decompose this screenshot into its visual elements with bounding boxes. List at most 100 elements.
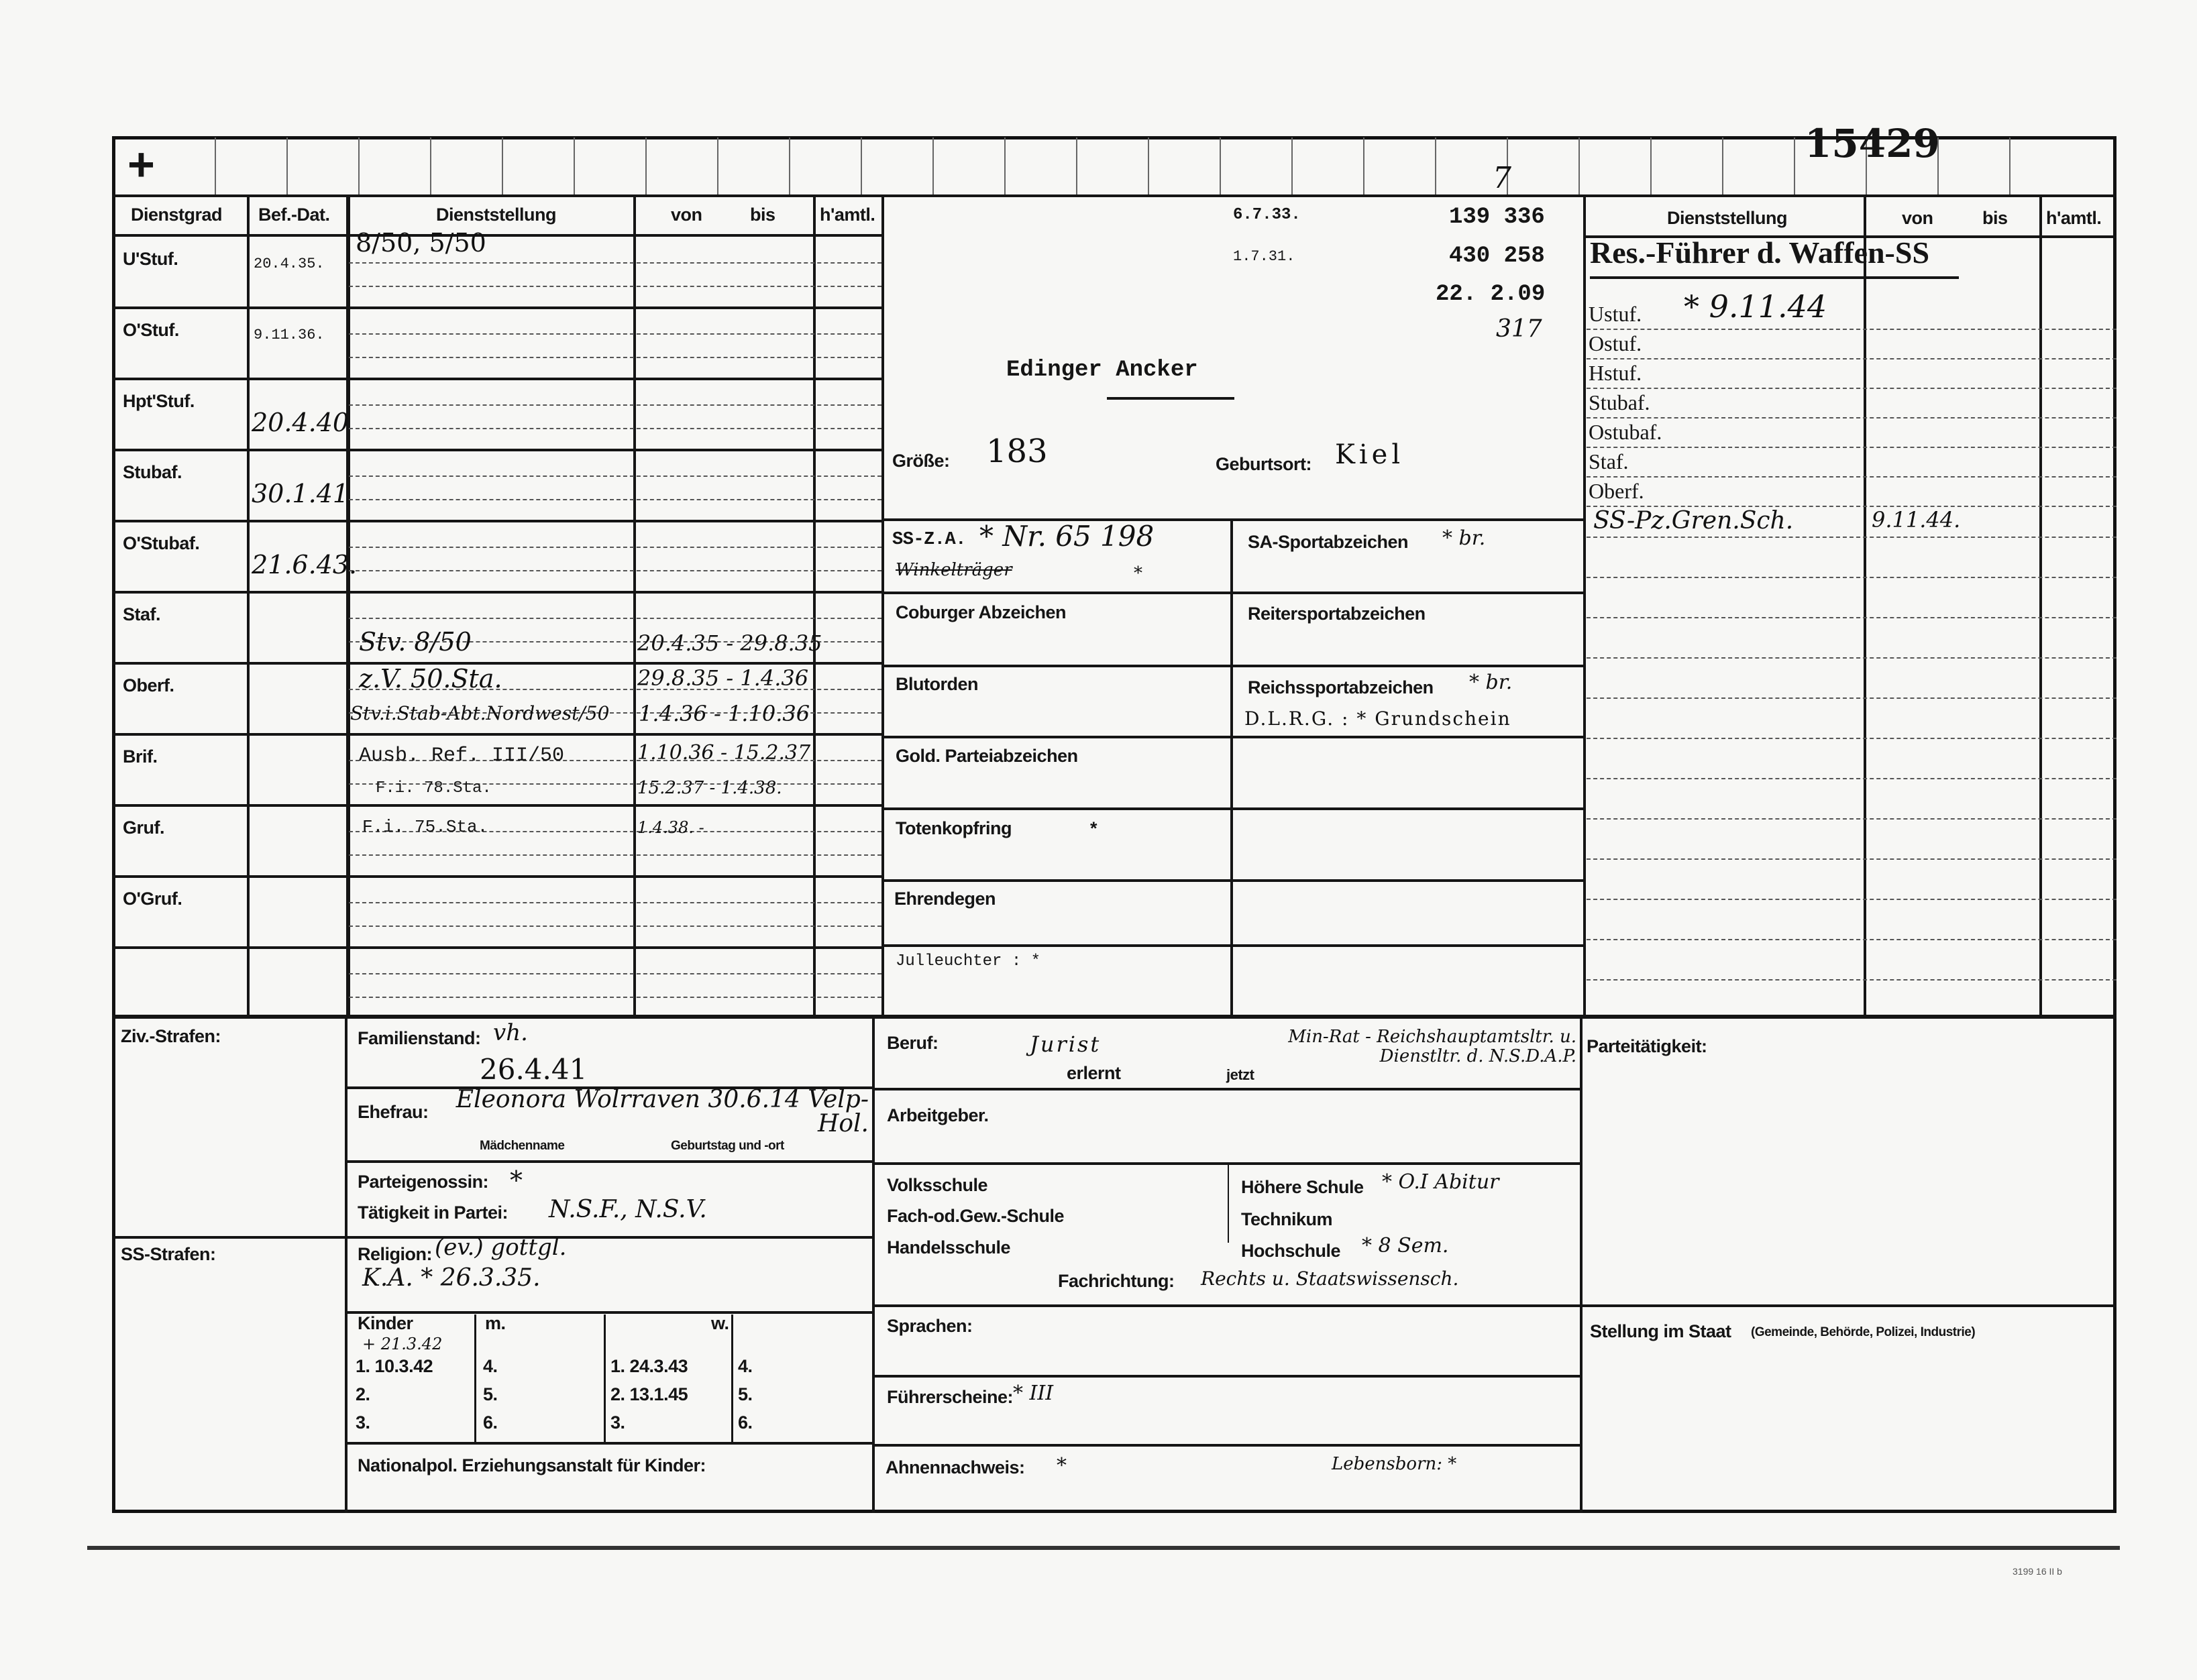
position-period: 1.4.38. - bbox=[637, 818, 704, 837]
divider bbox=[112, 1236, 873, 1239]
header-dienstgrad: Dienstgrad bbox=[131, 205, 223, 225]
strip-cell-divider bbox=[861, 137, 862, 194]
divider bbox=[883, 944, 1583, 947]
row-divider bbox=[112, 733, 883, 736]
card-number: 15429 bbox=[1805, 121, 1940, 166]
row-subline bbox=[349, 475, 881, 477]
divider bbox=[1580, 1015, 1583, 1513]
party-number: 430 258 bbox=[1449, 243, 1545, 269]
divider bbox=[1864, 194, 1866, 1016]
unit-underline bbox=[1590, 276, 1959, 279]
strip-cell-divider bbox=[1291, 137, 1293, 194]
rank-label: Brif. bbox=[123, 746, 158, 767]
header-bef-dat: Bef.-Dat. bbox=[258, 205, 330, 225]
strip-cell-divider bbox=[1004, 137, 1006, 194]
row-subline bbox=[349, 926, 881, 927]
divider bbox=[345, 1086, 873, 1089]
m-label: m. bbox=[485, 1313, 506, 1333]
divider bbox=[872, 1444, 1580, 1447]
ustuf-value: * 9.11.44 bbox=[1684, 288, 1827, 325]
divider bbox=[872, 1088, 1580, 1090]
strip-cell-divider bbox=[717, 137, 718, 194]
stellung-label: Stellung im Staat bbox=[1590, 1321, 1731, 1341]
position-entry: Stv.i.Stab-Abt.Nordwest/50 bbox=[350, 702, 610, 724]
divider bbox=[112, 194, 2116, 197]
jetzt-label: jetzt bbox=[1226, 1066, 1254, 1083]
stellung-note: (Gemeinde, Behörde, Polizei, Industrie) bbox=[1751, 1325, 1976, 1339]
divider bbox=[883, 807, 1583, 810]
row-subline bbox=[349, 760, 881, 761]
rank-label: Staf. bbox=[123, 604, 161, 624]
row-subline bbox=[349, 712, 881, 714]
hochschule-label: Hochschule bbox=[1241, 1241, 1341, 1261]
hoehere-schule-label: Höhere Schule bbox=[1241, 1177, 1364, 1197]
sa-sport-value: * br. bbox=[1442, 526, 1486, 550]
row-divider bbox=[112, 662, 883, 665]
strip-cell-divider bbox=[932, 137, 934, 194]
birthplace-label: Geburtsort: bbox=[1216, 454, 1312, 474]
erlernt-label: erlernt bbox=[1067, 1063, 1121, 1083]
reichssport-label: Reichssportabzeichen bbox=[1248, 677, 1434, 697]
child-entry: 4. bbox=[483, 1356, 498, 1376]
header-von: von bbox=[671, 205, 702, 225]
check-mark: 7 bbox=[1493, 161, 1511, 195]
strip-cell-divider bbox=[1076, 137, 1077, 194]
party-entry-date: 6.7.33. bbox=[1233, 206, 1301, 224]
familienstand-value: vh. bbox=[493, 1019, 528, 1046]
divider bbox=[872, 1375, 1580, 1378]
right-rank-label: Stubaf. bbox=[1589, 390, 1650, 414]
parteigenossin-label: Parteigenossin: bbox=[358, 1172, 489, 1192]
ka-value: K.A. * 26.3.35. bbox=[362, 1264, 541, 1292]
birthplace-value: Kiel bbox=[1335, 439, 1405, 470]
strip-cell-divider bbox=[1794, 137, 1795, 194]
ehefrau-label: Ehefrau: bbox=[358, 1102, 429, 1122]
position-period: 1.4.36 - 1.10.36 bbox=[639, 701, 810, 726]
child-entry: 3. bbox=[610, 1412, 625, 1433]
row-subline bbox=[349, 333, 881, 335]
name-underline bbox=[1107, 397, 1234, 400]
fachrichtung-label: Fachrichtung: bbox=[1058, 1271, 1175, 1291]
promotion-date: 30.1.41 bbox=[252, 479, 350, 508]
divider bbox=[112, 1015, 2116, 1019]
position-entry: 8/50, 5/50 bbox=[356, 228, 486, 258]
divider bbox=[1228, 1162, 1229, 1243]
position-entry: F.i. 78.Sta. bbox=[376, 779, 492, 797]
ehrendegen-label: Ehrendegen bbox=[894, 889, 996, 909]
row-divider bbox=[112, 306, 883, 309]
promotion-date: 20.4.35. bbox=[254, 256, 325, 272]
row-subline bbox=[1587, 476, 2116, 478]
arbeitgeber-label: Arbeitgeber. bbox=[887, 1105, 989, 1125]
divider bbox=[883, 518, 1583, 521]
strip-cell-divider bbox=[1507, 137, 1508, 194]
ehefrau-value: Eleonora Wolrraven 30.6.14 Velp-Hol. bbox=[456, 1086, 869, 1137]
strip-cell-divider bbox=[1866, 137, 1867, 194]
row-subline bbox=[1587, 657, 2116, 659]
extra-number: 317 bbox=[1496, 315, 1542, 343]
sa-sport-label: SA-Sportabzeichen bbox=[1248, 532, 1409, 552]
row-subline bbox=[1587, 778, 2116, 779]
promotion-date: 20.4.40 bbox=[252, 408, 350, 437]
fuehrerscheine-value: * III bbox=[1013, 1382, 1054, 1405]
rank-label: Hpt'Stuf. bbox=[123, 391, 195, 411]
strip-cell-divider bbox=[1220, 137, 1221, 194]
totenkopfring-label: Totenkopfring bbox=[896, 818, 1012, 838]
row-subline bbox=[349, 641, 881, 642]
child-entry: 6. bbox=[483, 1412, 498, 1433]
lebensborn: Lebensborn: * bbox=[1332, 1454, 1457, 1474]
julleuchter: Julleuchter : * bbox=[896, 952, 1041, 970]
school-entry: SS-Pz.Gren.Sch. bbox=[1593, 507, 1794, 535]
taetigkeit-value: N.S.F., N.S.V. bbox=[549, 1196, 707, 1223]
dlrg-entry: D.L.R.G. : * Grundschein bbox=[1244, 708, 1511, 730]
divider bbox=[2039, 194, 2042, 1016]
child-entry: 3. bbox=[356, 1412, 370, 1433]
right-header-bis: bis bbox=[1982, 208, 2008, 228]
divider bbox=[872, 1304, 1580, 1307]
card-bottom-edge bbox=[87, 1546, 2120, 1550]
divider bbox=[1583, 235, 2116, 238]
coburger-label: Coburger Abzeichen bbox=[896, 602, 1067, 622]
row-subline bbox=[1587, 899, 2116, 900]
strip-cell-divider bbox=[1937, 137, 1939, 194]
strip-cell-divider bbox=[286, 137, 288, 194]
position-entry: Ausb. Ref. III/50 bbox=[359, 744, 565, 767]
rank-label: O'Stubaf. bbox=[123, 533, 200, 553]
